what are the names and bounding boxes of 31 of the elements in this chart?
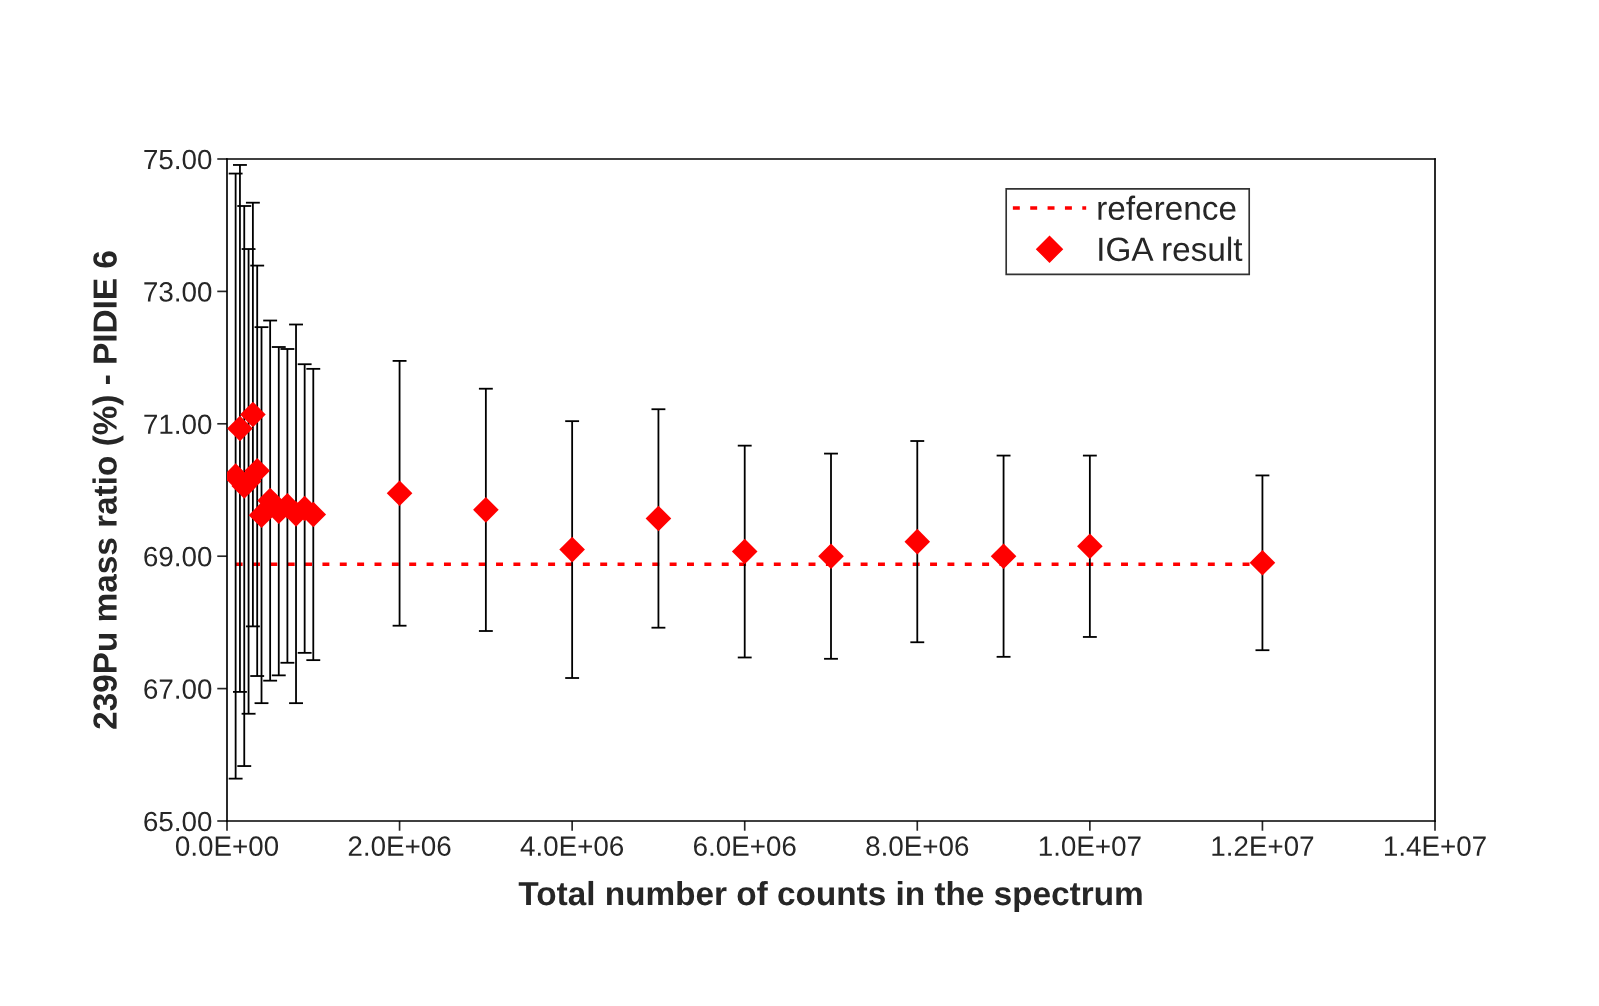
- point: [904, 528, 931, 555]
- x-axis-title: Total number of counts in the spectrum: [518, 880, 1142, 912]
- point: [818, 543, 844, 569]
- x-tick-label: 1.4E+07: [1384, 836, 1486, 856]
- point: [559, 536, 585, 563]
- point: [240, 401, 266, 428]
- x-tick-label: 4.0E+06: [520, 836, 624, 856]
- point: [227, 415, 253, 442]
- point: [473, 497, 499, 523]
- point: [1249, 550, 1276, 576]
- y-tick-label: 67.00: [144, 679, 212, 699]
- x-tick-label: 8.0E+06: [866, 836, 969, 856]
- x-tick-label: 1.0E+07: [1039, 836, 1141, 856]
- y-tick-label: 71.00: [144, 414, 212, 435]
- x-tick-label: 0.0E+00: [175, 836, 279, 856]
- x-tick-label: 6.0E+06: [694, 836, 796, 856]
- x-tick-label: 2.0E+06: [348, 836, 451, 856]
- point: [645, 505, 672, 532]
- y-tick-label: 75.00: [144, 149, 212, 170]
- point: [244, 458, 270, 484]
- legend-label: reference: [1098, 195, 1236, 221]
- legend-label: IGA result: [1099, 236, 1243, 262]
- point: [386, 480, 413, 507]
- point: [990, 543, 1017, 569]
- x-tick-label: 1.2E+07: [1212, 836, 1314, 856]
- point: [1077, 533, 1103, 560]
- y-axis-title: 239Pu mass ratio (%) - PIDIE 6: [92, 251, 124, 729]
- y-tick-label: 69.00: [144, 546, 212, 567]
- y-tick-label: 73.00: [144, 282, 212, 302]
- point: [731, 538, 758, 565]
- y-tick-label: 65.00: [144, 811, 212, 832]
